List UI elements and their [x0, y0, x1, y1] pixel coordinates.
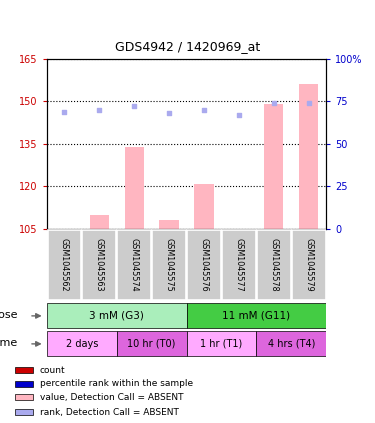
Text: 2 days: 2 days — [66, 339, 98, 349]
FancyBboxPatch shape — [82, 230, 116, 300]
Text: GSM1045575: GSM1045575 — [165, 238, 174, 292]
Bar — [15, 367, 33, 373]
Bar — [159, 220, 179, 229]
Text: value, Detection Call = ABSENT: value, Detection Call = ABSENT — [40, 393, 183, 402]
Bar — [187, 331, 256, 356]
Text: GSM1045579: GSM1045579 — [304, 238, 313, 292]
Bar — [47, 303, 187, 328]
Bar — [15, 381, 33, 387]
Point — [271, 100, 277, 107]
FancyBboxPatch shape — [292, 230, 326, 300]
Bar — [194, 184, 214, 229]
Bar — [90, 215, 109, 229]
FancyBboxPatch shape — [117, 230, 151, 300]
Text: GSM1045563: GSM1045563 — [95, 238, 104, 291]
FancyBboxPatch shape — [222, 230, 256, 300]
FancyBboxPatch shape — [187, 230, 221, 300]
Point — [166, 110, 172, 117]
Text: 4 hrs (T4): 4 hrs (T4) — [268, 339, 315, 349]
Text: 1 hr (T1): 1 hr (T1) — [200, 339, 243, 349]
Point — [306, 100, 312, 107]
Text: rank, Detection Call = ABSENT: rank, Detection Call = ABSENT — [40, 408, 179, 417]
Point — [96, 107, 102, 113]
Text: 3 mM (G3): 3 mM (G3) — [89, 311, 144, 321]
Point — [131, 103, 137, 110]
Text: percentile rank within the sample: percentile rank within the sample — [40, 379, 193, 388]
Text: count: count — [40, 365, 66, 374]
Text: time: time — [0, 338, 18, 348]
Bar — [124, 147, 144, 229]
Bar — [256, 331, 326, 356]
Text: GSM1045577: GSM1045577 — [234, 238, 243, 292]
Point — [236, 112, 242, 118]
Text: dose: dose — [0, 310, 18, 320]
Text: GSM1045578: GSM1045578 — [269, 238, 278, 292]
Bar — [264, 104, 284, 229]
Text: GSM1045562: GSM1045562 — [60, 238, 69, 292]
Text: GSM1045574: GSM1045574 — [130, 238, 139, 292]
Bar — [117, 331, 187, 356]
Text: 11 mM (G11): 11 mM (G11) — [222, 311, 291, 321]
Text: GDS4942 / 1420969_at: GDS4942 / 1420969_at — [115, 40, 260, 53]
Point — [201, 107, 207, 113]
Text: 10 hr (T0): 10 hr (T0) — [128, 339, 176, 349]
Text: GSM1045576: GSM1045576 — [200, 238, 208, 292]
Bar — [15, 409, 33, 415]
Bar — [15, 394, 33, 401]
FancyBboxPatch shape — [152, 230, 186, 300]
Bar — [187, 303, 326, 328]
Bar — [299, 84, 318, 229]
FancyBboxPatch shape — [257, 230, 291, 300]
Point — [62, 108, 68, 115]
FancyBboxPatch shape — [48, 230, 81, 300]
Bar — [47, 331, 117, 356]
